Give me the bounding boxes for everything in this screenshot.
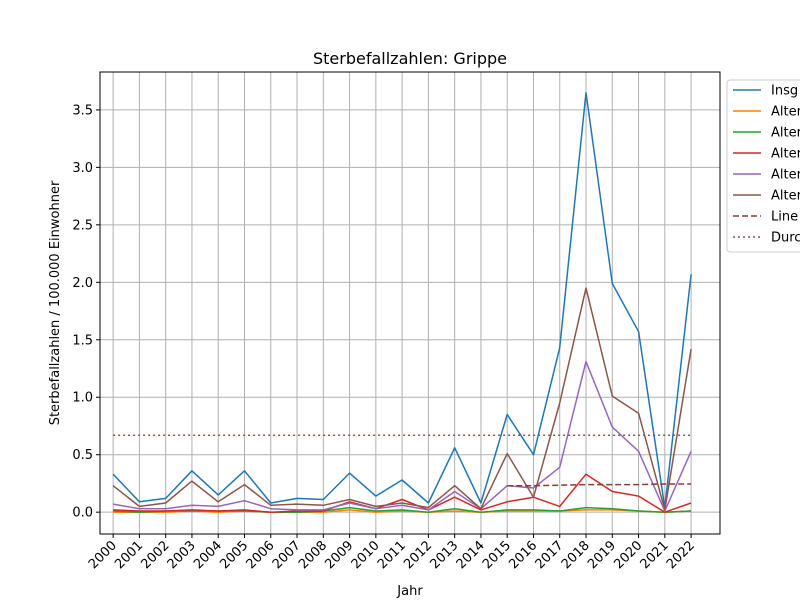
y-axis: 0.0 0.5 1.0 1.5 2.0 2.5 3.0 3.5: [72, 103, 100, 521]
series-line-7: [507, 483, 692, 487]
legend-box: [726, 79, 800, 253]
legend-label: Alter: [771, 168, 800, 183]
y-tick-label: 0.0: [72, 506, 93, 521]
y-tick-label: 3.5: [72, 103, 93, 118]
plot-area: [112, 91, 692, 513]
legend-label: Insg: [771, 84, 798, 99]
y-axis-label: Sterbefallzahlen / 100.000 Einwohner: [48, 180, 63, 425]
y-tick-label: 2.0: [72, 276, 93, 291]
legend-label: Alter: [771, 105, 800, 120]
legend-label: Line: [771, 210, 798, 225]
series-line-5: [112, 360, 692, 512]
y-tick-label: 1.5: [72, 333, 93, 348]
series-line-1: [112, 91, 692, 509]
series-line-2: [113, 509, 692, 513]
x-axis-label: Jahr: [396, 584, 423, 599]
y-tick-label: 3.0: [72, 161, 93, 176]
legend-label: Alter: [771, 126, 800, 141]
series-line-4: [113, 473, 692, 513]
y-tick-label: 2.5: [72, 218, 93, 233]
y-tick-label: 1.0: [72, 391, 93, 406]
series-line-6: [112, 287, 692, 511]
legend-label: Durc: [771, 231, 800, 246]
legend: Insg Alter Alter Alter Alter Alter Line Durc: [726, 79, 800, 253]
legend-label: Alter: [771, 147, 800, 162]
chart-title: Sterbefallzahlen: Grippe: [313, 49, 507, 68]
y-tick-label: 0.5: [72, 448, 93, 463]
grid: [100, 72, 720, 534]
legend-label: Alter: [771, 189, 800, 204]
plot-frame: [99, 71, 721, 535]
